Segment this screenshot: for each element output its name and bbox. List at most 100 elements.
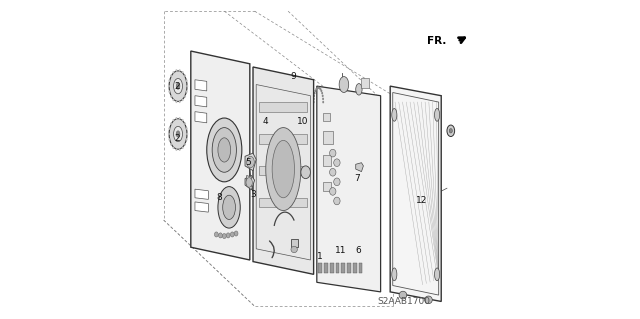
Ellipse shape [234,231,238,236]
Text: FR.: FR. [427,36,446,47]
Polygon shape [245,175,255,190]
Ellipse shape [175,100,177,103]
Ellipse shape [179,69,180,72]
Polygon shape [390,86,441,301]
Ellipse shape [246,156,254,168]
Ellipse shape [314,92,316,94]
Ellipse shape [186,85,188,87]
Ellipse shape [333,159,340,167]
Ellipse shape [172,119,174,122]
Ellipse shape [399,291,407,299]
Polygon shape [246,175,252,187]
Ellipse shape [179,117,180,120]
Text: 12: 12 [417,197,428,205]
Bar [353,263,356,273]
Ellipse shape [168,133,170,135]
Ellipse shape [173,78,182,94]
Polygon shape [191,51,250,260]
Ellipse shape [186,138,188,141]
Ellipse shape [316,87,318,89]
Ellipse shape [175,117,177,120]
Polygon shape [223,142,233,155]
Ellipse shape [301,166,310,179]
Ellipse shape [186,133,188,135]
Bar [319,263,322,273]
Text: 11: 11 [335,246,346,255]
Ellipse shape [168,85,170,87]
Ellipse shape [246,178,252,187]
Ellipse shape [173,126,182,142]
Ellipse shape [184,143,186,145]
Ellipse shape [182,99,184,101]
Polygon shape [195,112,207,123]
Ellipse shape [322,101,324,103]
Ellipse shape [435,268,440,281]
Bar [323,131,333,144]
Ellipse shape [321,92,323,94]
Ellipse shape [184,122,186,125]
Ellipse shape [218,138,230,162]
Ellipse shape [168,127,170,130]
Ellipse shape [172,146,174,149]
Ellipse shape [392,268,397,281]
Ellipse shape [313,94,315,97]
Ellipse shape [314,90,316,92]
Ellipse shape [330,149,336,157]
Bar [341,263,345,273]
Ellipse shape [266,128,301,211]
Text: 1: 1 [317,252,323,261]
Ellipse shape [176,131,180,137]
Bar [259,166,307,175]
Polygon shape [253,67,314,274]
Bar [335,263,339,273]
Ellipse shape [182,71,184,74]
Ellipse shape [169,71,187,101]
Text: S2AAB1700: S2AAB1700 [378,297,431,306]
Bar [324,263,328,273]
Text: 5: 5 [245,158,251,167]
Text: 2: 2 [174,82,180,91]
Polygon shape [195,96,207,107]
Ellipse shape [168,138,170,141]
Bar [259,198,307,207]
Bar [204,131,243,163]
Ellipse shape [322,94,324,97]
Ellipse shape [186,127,188,130]
Ellipse shape [170,122,172,125]
Polygon shape [195,189,209,199]
Bar [323,182,331,191]
Ellipse shape [186,90,188,93]
Ellipse shape [319,87,321,89]
Ellipse shape [172,99,174,101]
Ellipse shape [333,178,340,186]
Bar [259,102,307,112]
Ellipse shape [212,128,236,172]
Ellipse shape [322,98,324,100]
Ellipse shape [223,195,236,219]
Ellipse shape [313,98,315,100]
Text: 8: 8 [216,193,222,202]
Bar [358,263,362,273]
Ellipse shape [356,84,362,95]
Bar [323,155,331,166]
Ellipse shape [316,88,317,90]
Ellipse shape [218,233,222,238]
Bar [291,239,298,247]
Polygon shape [356,163,364,172]
Polygon shape [317,86,381,292]
Ellipse shape [170,75,172,77]
Text: 7: 7 [354,174,360,183]
Ellipse shape [184,75,186,77]
Ellipse shape [176,83,180,89]
Text: 4: 4 [263,117,269,126]
Ellipse shape [447,125,454,137]
Ellipse shape [168,90,170,93]
Ellipse shape [424,296,432,304]
Bar [347,263,351,273]
Ellipse shape [339,77,349,93]
Ellipse shape [222,234,226,239]
Text: 2: 2 [174,134,180,143]
Ellipse shape [313,101,315,103]
Ellipse shape [179,100,180,103]
Ellipse shape [333,197,340,205]
